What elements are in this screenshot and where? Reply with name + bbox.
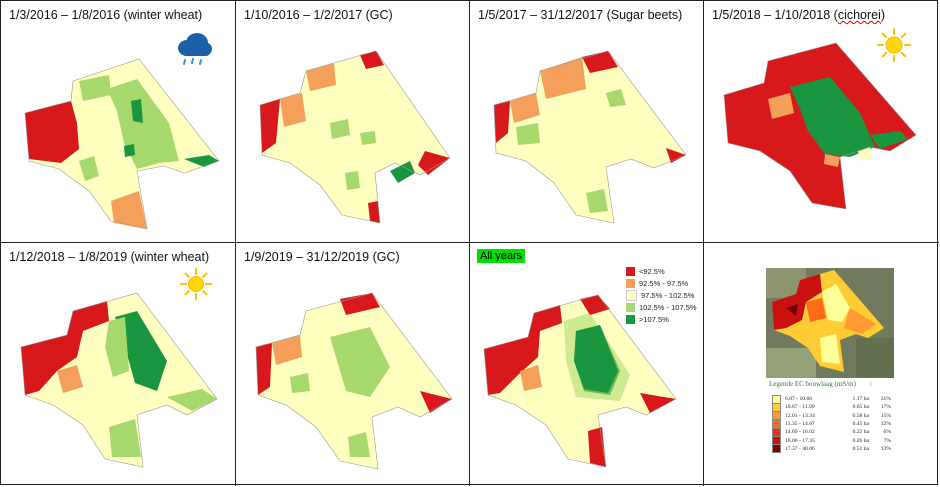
legend-item: 92.5% - 97.5%: [626, 277, 697, 289]
sun-icon: [180, 268, 212, 300]
panel-all-years: All years <92.5% 92.5% - 97.5% 97.5% - 1…: [470, 243, 704, 486]
ec-legend: 6.87 - 10.66 1.17 ha 31% 10.67 - 11.99 0.65…: [772, 394, 891, 454]
legend-item: <92.5%: [626, 265, 697, 277]
panel-title: 1/5/2018 – 1/10/2018 (cichorei): [712, 8, 886, 22]
yield-map: [24, 58, 220, 230]
yield-map: [723, 42, 917, 210]
panel-title: 1/12/2018 – 1/8/2019 (winter wheat): [9, 250, 210, 264]
ec-figure: Legende EC bouwlaag (mS/m) i 6.87 - 10.66…: [766, 268, 894, 460]
panel-title: 1/5/2017 – 31/12/2017 (Sugar beets): [478, 8, 683, 22]
panel-2016-winter-wheat: 1/3/2016 – 1/8/2016 (winter wheat): [1, 1, 236, 243]
sun-icon: [877, 28, 911, 62]
legend-swatch: [772, 444, 781, 454]
rain-cloud-icon: [178, 33, 212, 65]
ec-legend-title: Legende EC bouwlaag (mS/m) i: [769, 380, 872, 388]
ec-legend-row: 13.35 - 14.67 0.45 ha 12%: [772, 419, 891, 429]
legend-item: 102.5% - 107.5%: [626, 301, 697, 313]
yield-map: [255, 292, 453, 470]
legend-swatch: [626, 266, 635, 276]
aerial-photo: [766, 268, 894, 378]
panel-ec-map: Legende EC bouwlaag (mS/m) i 6.87 - 10.66…: [704, 243, 939, 486]
panel-title: 1/9/2019 – 31/12/2019 (GC): [244, 250, 400, 264]
panel-2018-2019-winter-wheat: 1/12/2018 – 1/8/2019 (winter wheat): [1, 243, 236, 486]
yield-legend: <92.5% 92.5% - 97.5% 97.5% - 102.5% 102.…: [626, 265, 697, 325]
ec-legend-row: 14.69 - 16.02 0.22 ha 6%: [772, 427, 891, 437]
legend-swatch: [626, 278, 635, 288]
ec-legend-row: 6.87 - 10.66 1.17 ha 31%: [772, 394, 891, 404]
panel-2019-gc: 1/9/2019 – 31/12/2019 (GC): [236, 243, 470, 486]
panel-2018-cichorei: 1/5/2018 – 1/10/2018 (cichorei): [704, 1, 939, 243]
panel-title: 1/3/2016 – 1/8/2016 (winter wheat): [9, 8, 203, 22]
ec-legend-row: 16.06 - 17.35 0.26 ha 7%: [772, 436, 891, 446]
ec-legend-row: 17.37 - 40.06 0.51 ha 13%: [772, 444, 891, 454]
all-years-badge: All years: [477, 249, 526, 263]
legend-item: >107.5%: [626, 313, 697, 325]
legend-swatch: [626, 314, 635, 324]
yield-map: [20, 292, 218, 468]
yield-map: [483, 294, 677, 468]
ec-legend-row: 12.01 - 13.34 0.58 ha 15%: [772, 411, 891, 421]
yield-map: [259, 50, 451, 224]
legend-swatch: [626, 302, 635, 312]
panel-2016-2017-gc: 1/10/2016 – 1/2/2017 (GC): [236, 1, 470, 243]
legend-swatch: [626, 289, 637, 301]
legend-item: 97.5% - 102.5%: [626, 289, 697, 301]
ec-legend-row: 10.67 - 11.99 0.65 ha 17%: [772, 402, 891, 412]
panel-2017-sugar-beets: 1/5/2017 – 31/12/2017 (Sugar beets): [470, 1, 704, 243]
yield-map: [493, 50, 687, 224]
panel-title: 1/10/2016 – 1/2/2017 (GC): [244, 8, 393, 22]
